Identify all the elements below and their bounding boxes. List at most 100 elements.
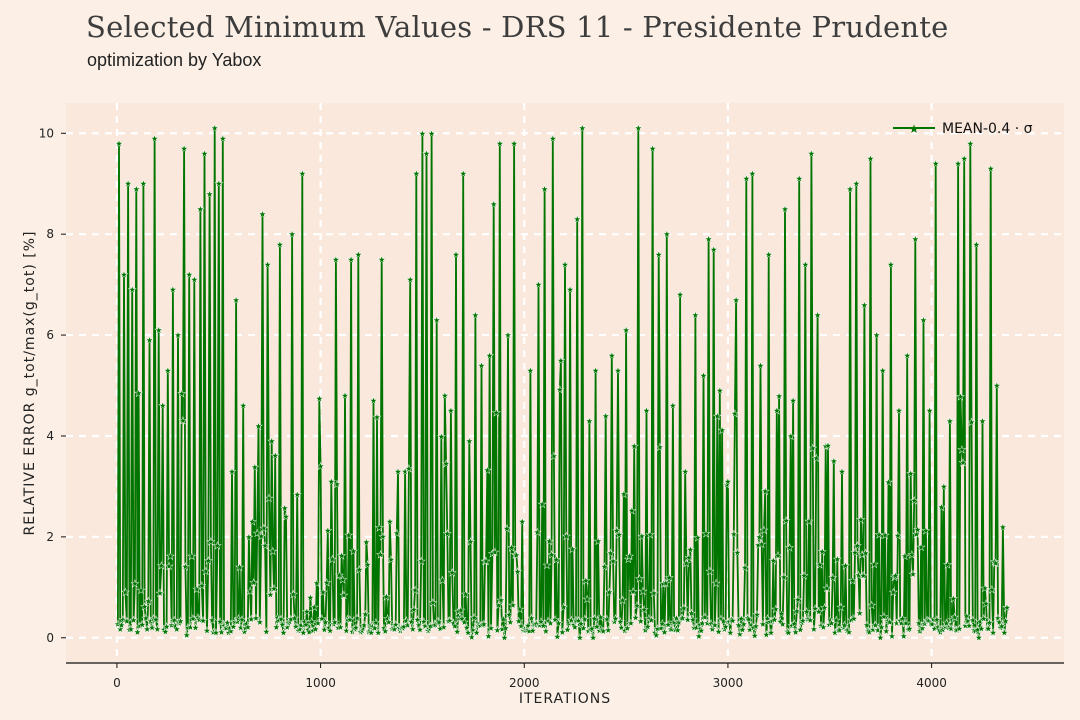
- data-point: ★: [643, 622, 652, 633]
- data-point: ★: [739, 620, 748, 631]
- data-point: ★: [941, 622, 950, 633]
- data-point: ★: [244, 533, 253, 544]
- data-point: ★: [331, 255, 340, 266]
- data-point: ★: [417, 556, 426, 567]
- data-point: ★: [351, 623, 360, 634]
- data-point: ★: [476, 621, 485, 632]
- data-point: ★: [826, 616, 835, 627]
- data-point: ★: [255, 618, 264, 629]
- data-point: ★: [885, 617, 894, 628]
- data-point: ★: [902, 619, 911, 630]
- data-point: ★: [541, 626, 550, 637]
- data-point: ★: [171, 622, 180, 633]
- data-point: ★: [347, 255, 356, 266]
- data-point: ★: [753, 610, 762, 621]
- data-point: ★: [286, 615, 295, 626]
- data-point: ★: [349, 546, 358, 557]
- data-point: ★: [918, 624, 927, 635]
- data-point: ★: [971, 626, 980, 637]
- data-point: ★: [200, 149, 209, 160]
- data-point: ★: [190, 275, 199, 286]
- data-point: ★: [354, 250, 363, 261]
- data-point: ★: [293, 490, 302, 501]
- data-point: ★: [954, 159, 963, 170]
- data-point: ★: [957, 445, 966, 456]
- data-point: ★: [118, 615, 127, 626]
- data-point: ★: [336, 622, 345, 633]
- data-point: ★: [416, 625, 425, 636]
- data-point: ★: [985, 618, 994, 629]
- data-point: ★: [805, 517, 814, 528]
- data-point: ★: [782, 516, 791, 527]
- data-point: ★: [380, 624, 389, 635]
- data-point: ★: [568, 544, 577, 555]
- data-point: ★: [779, 572, 788, 583]
- data-point: ★: [423, 626, 432, 637]
- data-point: ★: [697, 626, 706, 637]
- data-point: ★: [771, 604, 780, 615]
- data-point: ★: [997, 622, 1006, 633]
- data-point: ★: [629, 587, 638, 598]
- data-point: ★: [601, 411, 610, 422]
- data-point: ★: [368, 622, 377, 633]
- data-point: ★: [725, 617, 734, 628]
- data-point: ★: [825, 620, 834, 631]
- data-point: ★: [371, 618, 380, 629]
- data-point: ★: [206, 537, 215, 548]
- data-point: ★: [230, 617, 239, 628]
- legend: ★ MEAN-0.4 · σ: [893, 121, 1033, 137]
- data-point: ★: [737, 614, 746, 625]
- y-tick-label: 2: [46, 530, 54, 544]
- data-point: ★: [666, 625, 675, 636]
- data-point: ★: [741, 563, 750, 574]
- data-point: ★: [452, 250, 461, 261]
- data-point: ★: [672, 614, 681, 625]
- data-point: ★: [376, 550, 385, 561]
- page-title: Selected Minimum Values - DRS 11 - Presi…: [86, 10, 949, 44]
- data-point: ★: [639, 586, 648, 597]
- data-point: ★: [135, 622, 144, 633]
- data-point: ★: [709, 245, 718, 256]
- data-point: ★: [685, 553, 694, 564]
- data-point: ★: [990, 557, 999, 568]
- data-point: ★: [185, 270, 194, 281]
- data-point: ★: [497, 595, 506, 606]
- data-point: ★: [534, 280, 543, 291]
- data-point: ★: [124, 179, 133, 190]
- data-point: ★: [483, 465, 492, 476]
- data-point: ★: [665, 573, 674, 584]
- data-point: ★: [914, 618, 923, 629]
- data-point: ★: [754, 541, 763, 552]
- data-point: ★: [389, 623, 398, 634]
- data-point: ★: [627, 506, 636, 517]
- data-point: ★: [859, 571, 868, 582]
- data-point: ★: [472, 628, 481, 639]
- data-point: ★: [228, 467, 237, 478]
- data-point: ★: [449, 619, 458, 630]
- data-point: ★: [948, 615, 957, 626]
- data-point: ★: [262, 627, 271, 638]
- data-point: ★: [843, 625, 852, 636]
- data-point: ★: [836, 602, 845, 613]
- data-point: ★: [117, 621, 126, 632]
- data-point: ★: [290, 614, 299, 625]
- data-point: ★: [786, 431, 795, 442]
- data-point: ★: [453, 627, 462, 638]
- data-point: ★: [674, 617, 683, 628]
- data-point: ★: [547, 550, 556, 561]
- data-point: ★: [688, 615, 697, 626]
- data-point: ★: [478, 621, 487, 632]
- data-point: ★: [418, 129, 427, 140]
- y-tick-label: 0: [46, 631, 54, 645]
- data-point: ★: [566, 285, 575, 296]
- data-point: ★: [861, 548, 870, 559]
- data-point: ★: [944, 623, 953, 634]
- data-point: ★: [919, 315, 928, 326]
- data-point: ★: [625, 552, 634, 563]
- data-point: ★: [360, 620, 369, 631]
- data-point: ★: [926, 618, 935, 629]
- data-point: ★: [597, 626, 606, 637]
- data-point: ★: [687, 609, 696, 620]
- data-point: ★: [831, 628, 840, 639]
